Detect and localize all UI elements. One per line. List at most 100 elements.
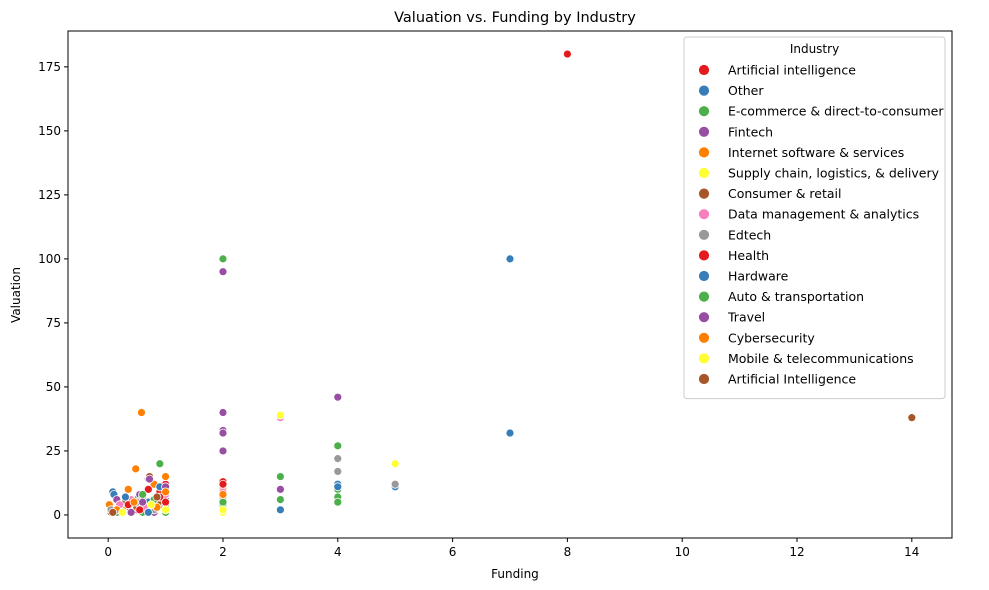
x-tick-label: 8 <box>564 545 572 559</box>
legend-marker <box>698 208 710 221</box>
data-point <box>218 446 228 456</box>
x-tick-label: 4 <box>334 545 342 559</box>
data-point <box>390 479 400 489</box>
legend-entry: Fintech <box>728 124 773 139</box>
data-point <box>218 497 228 507</box>
data-point <box>275 410 285 420</box>
data-point <box>218 408 228 417</box>
y-tick-label: 25 <box>46 444 61 458</box>
legend-box <box>683 36 946 400</box>
legend-marker <box>698 373 710 385</box>
legend-marker <box>698 270 710 282</box>
data-point <box>218 505 228 515</box>
legend-entry: Edtech <box>728 227 771 242</box>
legend-entry: Hardware <box>728 269 789 284</box>
legend-marker <box>698 187 710 200</box>
data-point <box>505 254 515 264</box>
legend-entry: Travel <box>727 310 765 325</box>
x-axis-label: Funding <box>491 567 539 581</box>
data-point <box>126 507 136 517</box>
data-point <box>129 497 139 507</box>
data-point <box>118 507 127 517</box>
data-point <box>333 392 343 402</box>
data-point <box>218 428 228 438</box>
y-tick-label: 0 <box>53 508 61 522</box>
data-point <box>218 254 228 264</box>
data-point <box>275 505 285 515</box>
data-point <box>161 505 170 515</box>
data-point <box>143 484 153 494</box>
legend-marker <box>698 249 710 262</box>
legend-title: Industry <box>790 42 839 56</box>
data-point <box>155 459 165 469</box>
legend-marker <box>698 228 710 241</box>
legend-marker <box>698 352 710 365</box>
data-point <box>121 492 130 502</box>
legend-marker <box>698 64 710 76</box>
data-point <box>123 484 133 494</box>
data-point <box>333 467 343 476</box>
plot-frame <box>67 30 953 539</box>
y-tick-label: 100 <box>38 252 61 266</box>
legend-entry: E-commerce & direct-to-consumer <box>728 104 944 119</box>
legend: Industry Artificial intelligence Other E-co… <box>683 36 946 400</box>
data-point <box>131 464 141 474</box>
data-point <box>138 497 148 507</box>
legend-entry: Supply chain, logistics, & delivery <box>728 166 940 181</box>
data-point <box>152 492 162 502</box>
legend-entry: Cybersecurity <box>728 330 815 345</box>
data-point <box>161 497 170 507</box>
data-point <box>145 474 154 484</box>
data-point <box>907 413 917 423</box>
legend-entry: Artificial Intelligence <box>728 372 856 387</box>
y-tick-label: 175 <box>38 60 61 74</box>
data-point <box>218 479 228 489</box>
data-point <box>143 507 153 517</box>
axes: 0 2 4 6 8 10 12 14 0 25 50 75 100 125 150 175 <box>38 30 953 559</box>
chart-title: Valuation vs. Funding by Industry <box>394 10 636 26</box>
data-point <box>138 490 148 499</box>
data-point <box>390 459 400 469</box>
legend-entry: Consumer & retail <box>728 186 842 201</box>
legend-entry: Mobile & telecommunications <box>728 351 914 366</box>
legend-marker <box>698 167 710 179</box>
legend-entry: Other <box>728 83 764 98</box>
legend-marker <box>698 105 710 118</box>
data-point <box>333 454 343 464</box>
y-tick-label: 50 <box>46 380 61 394</box>
x-tick-label: 6 <box>449 545 457 559</box>
data-point <box>275 495 285 504</box>
legend-marker <box>698 290 710 303</box>
data-point <box>218 490 228 499</box>
legend-entry: Artificial intelligence <box>728 63 856 78</box>
x-tick-label: 14 <box>904 545 919 559</box>
data-point <box>275 472 285 481</box>
y-tick-label: 125 <box>38 188 61 202</box>
data-point <box>161 472 170 481</box>
y-tick-label: 150 <box>38 124 61 138</box>
data-point <box>333 441 343 451</box>
legend-entry: Health <box>728 248 769 263</box>
y-axis-label: Valuation <box>9 267 23 323</box>
data-point <box>218 267 228 277</box>
data-point <box>333 497 343 507</box>
data-point <box>333 482 343 492</box>
x-tick-label: 0 <box>104 545 112 559</box>
legend-marker <box>698 146 710 159</box>
data-point <box>275 484 285 494</box>
legend-marker <box>698 331 710 344</box>
plot-area <box>104 49 917 517</box>
legend-entry: Data management & analytics <box>728 207 919 222</box>
data-point <box>505 428 515 438</box>
data-point <box>135 505 145 515</box>
data-point <box>137 408 146 417</box>
y-tick-label: 75 <box>46 316 61 330</box>
legend-marker <box>698 311 710 324</box>
data-point <box>563 49 572 59</box>
data-point <box>146 500 156 510</box>
data-point <box>108 507 118 517</box>
legend-marker <box>698 84 710 97</box>
legend-entry: Internet software & services <box>728 145 904 160</box>
data-point <box>161 487 170 497</box>
